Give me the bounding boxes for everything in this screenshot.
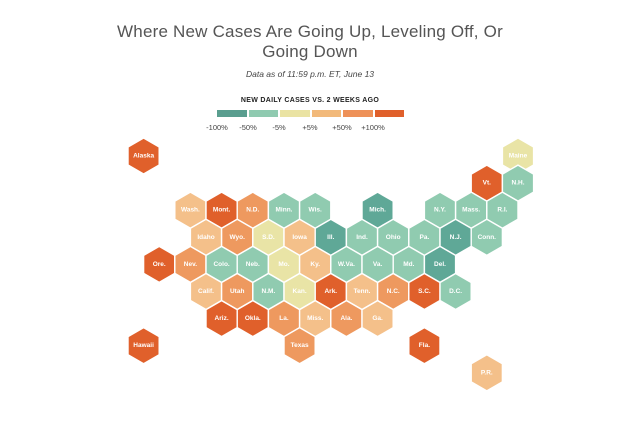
state-hex-label: Mo. [278,261,289,268]
state-hex-label: Pa. [420,234,430,241]
state-hex-label: Idaho [197,234,214,241]
state-hex-label: Utah [230,288,244,295]
state-hex-conn[interactable]: Conn. [470,218,504,257]
state-hex-label: S.C. [418,288,431,295]
state-hex-label: Wash. [181,207,200,214]
state-hex-label: Okla. [245,315,261,322]
legend-swatch-2 [248,110,278,117]
data-timestamp: Data as of 11:59 p.m. ET, June 13 [245,69,375,79]
state-hex-shape[interactable] [127,326,160,365]
chart-title: Where New Cases Are Going Up, Leveling O… [60,22,560,62]
state-hex-label: N.M. [262,288,276,295]
state-hex-shape[interactable] [127,137,160,175]
state-hex-label: Conn. [478,234,497,241]
state-hex-label: N.H. [512,180,525,187]
state-hex-label: P.R. [481,369,493,376]
legend-tick-label: -50% [239,123,257,132]
legend-color-scale [217,110,404,117]
state-hex-label: Mass. [462,207,480,214]
state-hex-label: La. [279,315,289,322]
state-hex-label: Alaska [133,153,154,160]
state-hex-label: N.D. [246,207,259,214]
state-hex-label: Nev. [184,261,197,268]
state-hex-label: Md. [403,261,414,268]
state-hex-label: N.Y. [434,207,446,214]
state-hex-label: Ark. [324,288,337,295]
legend-tick-label: +50% [332,123,352,132]
legend-swatch-5 [343,110,373,117]
state-hex-hawaii[interactable]: Hawaii [127,326,160,365]
state-hex-shape[interactable] [408,326,441,365]
state-hex-label: Wis. [309,207,322,214]
legend-swatch-4 [311,110,341,117]
state-hex-d-c[interactable]: D.C. [439,272,472,311]
state-hex-label: Mont. [213,207,231,214]
state-hex-label: Miss. [307,315,323,322]
state-hex-p-r[interactable]: P.R. [470,353,504,392]
state-hex-label: Ind. [356,234,368,241]
state-hex-label: Kan. [293,288,307,295]
state-hex-label: Ill. [327,234,334,241]
state-hex-label: Colo. [213,261,229,268]
state-hex-label: Wyo. [229,234,245,241]
state-hex-label: N.J. [450,234,462,241]
state-hex-label: Neb. [246,261,260,268]
state-hex-shape[interactable] [283,326,316,365]
state-hex-alaska[interactable]: Alaska [127,137,160,175]
state-hex-label: Ga. [372,315,383,322]
state-hex-label: Ore. [153,261,166,268]
state-hex-ga[interactable]: Ga. [361,299,394,338]
state-hex-shape[interactable] [361,299,394,338]
state-hex-label: S.D. [262,234,275,241]
state-hex-shape[interactable] [439,272,472,311]
state-hex-label: Maine [509,153,528,160]
legend-swatch-6 [374,110,404,117]
state-hex-texas[interactable]: Texas [283,326,316,365]
state-hex-label: Va. [373,261,383,268]
legend-tick-label: +5% [302,123,318,132]
state-hex-shape[interactable] [470,353,504,392]
legend-tick-label: -100% [206,123,228,132]
chart-title-line-2: Going Down [262,42,358,61]
state-hex-label: Ky. [310,261,320,268]
state-hex-label: Tenn. [354,288,371,295]
state-hex-label: R.I. [497,207,507,214]
state-hex-label: Texas [291,342,309,349]
state-hex-label: Calif. [198,288,214,295]
state-hex-label: Ohio [386,234,401,241]
state-hex-label: Ariz. [215,315,229,322]
legend-tick-label: -5% [272,123,286,132]
state-hex-label: W.Va. [338,261,355,268]
state-hex-shape[interactable] [470,218,504,257]
state-hex-fla[interactable]: Fla. [408,326,441,365]
state-hex-label: N.C. [387,288,400,295]
state-hex-label: Del. [434,261,446,268]
state-hex-label: Fla. [419,342,430,349]
state-hex-label: Minn. [276,207,293,214]
chart-title-line-1: Where New Cases Are Going Up, Leveling O… [117,22,503,41]
state-hex-label: Iowa [292,234,307,241]
legend-title: NEW DAILY CASES VS. 2 WEEKS AGO [240,97,380,104]
state-hex-label: D.C. [449,288,462,295]
state-hex-label: Vt. [483,180,492,187]
legend-swatch-1 [217,110,247,117]
legend-tick-label: +100% [361,123,385,132]
state-hex-ore[interactable]: Ore. [142,245,176,284]
state-hex-label: Ala. [340,315,352,322]
state-hex-label: Mich. [369,207,386,214]
state-hex-label: Hawaii [133,342,154,349]
legend-swatch-3 [280,110,310,117]
